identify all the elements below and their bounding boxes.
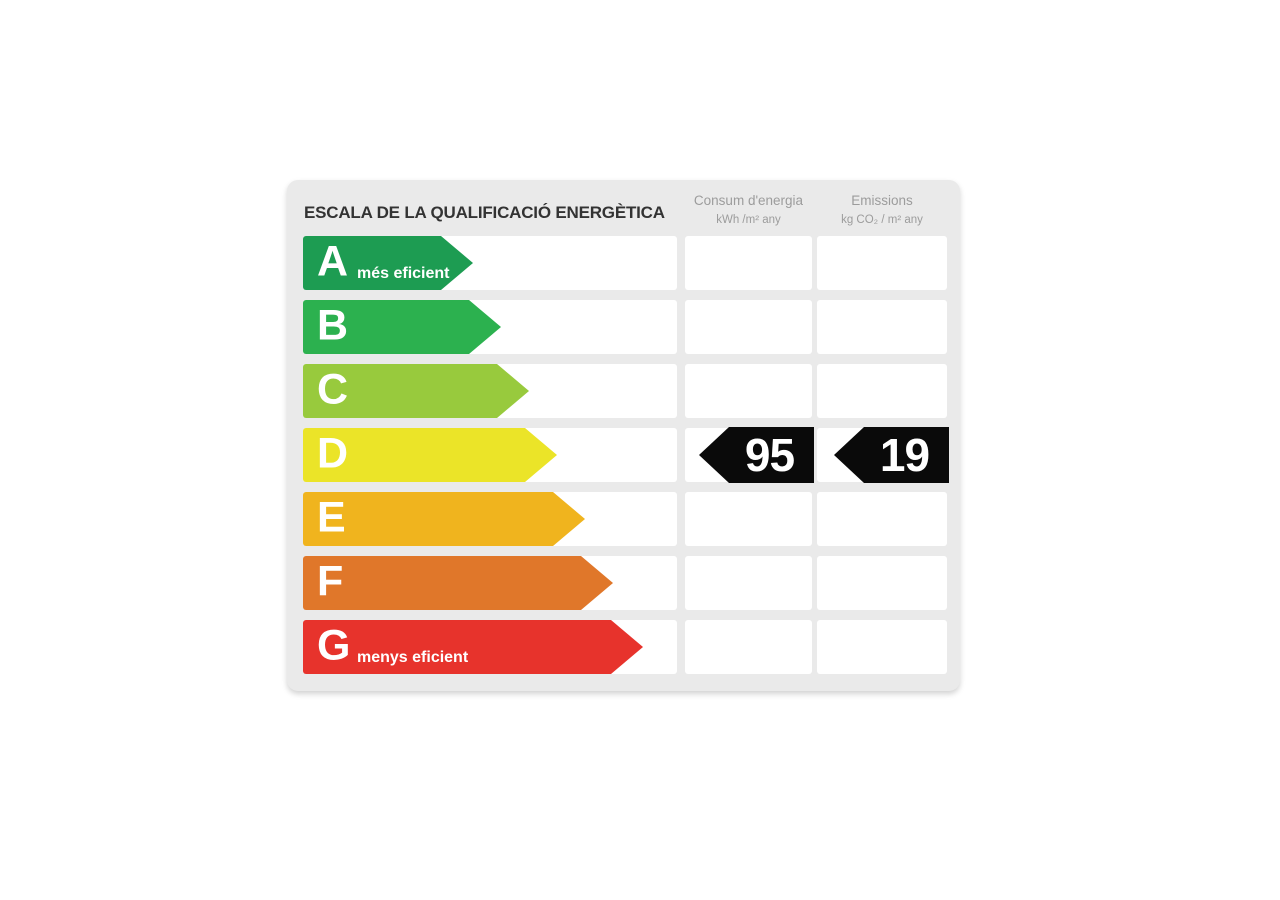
scale-title: ESCALA DE LA QUALIFICACIÓ ENERGÈTICA (304, 203, 665, 222)
rating-letter: A (317, 237, 349, 286)
rating-arrow-d: D (303, 428, 557, 482)
energy-rating-panel: ESCALA DE LA QUALIFICACIÓ ENERGÈTICA Con… (287, 180, 960, 691)
emissions-column-header: Emissions kg CO₂ / m² any (817, 191, 947, 229)
rating-row-f: F (303, 556, 947, 610)
rating-row-a: A més eficient (303, 236, 947, 290)
least-efficient-label: menys eficient (357, 649, 469, 666)
consumption-column-unit: kWh /m² any (716, 214, 781, 226)
rating-arrow-e: E (303, 492, 585, 546)
rating-row-e: E (303, 492, 947, 546)
emissions-cell (817, 620, 947, 674)
consumption-cell (685, 236, 812, 290)
consumption-cell (685, 620, 812, 674)
rating-arrow-track: G menys eficient (303, 620, 677, 674)
consumption-column-header: Consum d'energia kWh /m² any (685, 191, 812, 229)
rating-letter: B (317, 301, 349, 350)
rating-row-b: B (303, 300, 947, 354)
rating-arrow-c: C (303, 364, 529, 418)
emissions-value: 19 (879, 429, 930, 481)
rating-arrow-track: C (303, 364, 677, 418)
rating-arrow-track: D (303, 428, 677, 482)
rating-letter: G (317, 621, 351, 670)
consumption-value-badge: 95 (699, 427, 814, 483)
emissions-value-badge: 19 (834, 427, 949, 483)
rating-row-d: D 95 19 (303, 427, 949, 483)
rating-letter: D (317, 429, 349, 478)
rating-arrow-track: B (303, 300, 677, 354)
emissions-cell (817, 300, 947, 354)
rating-arrow-g: G menys eficient (303, 620, 643, 674)
rating-arrow-b: B (303, 300, 501, 354)
rating-row-g: G menys eficient (303, 620, 947, 674)
consumption-cell: 95 (685, 427, 814, 483)
rating-row-c: C (303, 364, 947, 418)
emissions-column-unit: kg CO₂ / m² any (841, 214, 923, 226)
rating-letter: C (317, 365, 349, 414)
emissions-cell (817, 364, 947, 418)
consumption-cell (685, 556, 812, 610)
rating-arrow-f: F (303, 556, 613, 610)
consumption-column-title: Consum d'energia (693, 193, 804, 208)
emissions-cell (817, 236, 947, 290)
consumption-cell (685, 364, 812, 418)
rating-arrow-track: F (303, 556, 677, 610)
rating-arrow-track: E (303, 492, 677, 546)
most-efficient-label: més eficient (357, 265, 450, 282)
consumption-value: 95 (744, 429, 795, 481)
emissions-column-title: Emissions (851, 193, 913, 208)
emissions-cell (817, 492, 947, 546)
consumption-cell (685, 300, 812, 354)
rating-arrow-track: A més eficient (303, 236, 677, 290)
rating-letter: E (317, 493, 346, 542)
rating-arrow-a: A més eficient (303, 236, 473, 290)
rating-scale: A més eficient B C (303, 236, 949, 684)
emissions-cell: 19 (817, 427, 949, 483)
consumption-cell (685, 492, 812, 546)
emissions-cell (817, 556, 947, 610)
rating-letter: F (317, 557, 344, 606)
